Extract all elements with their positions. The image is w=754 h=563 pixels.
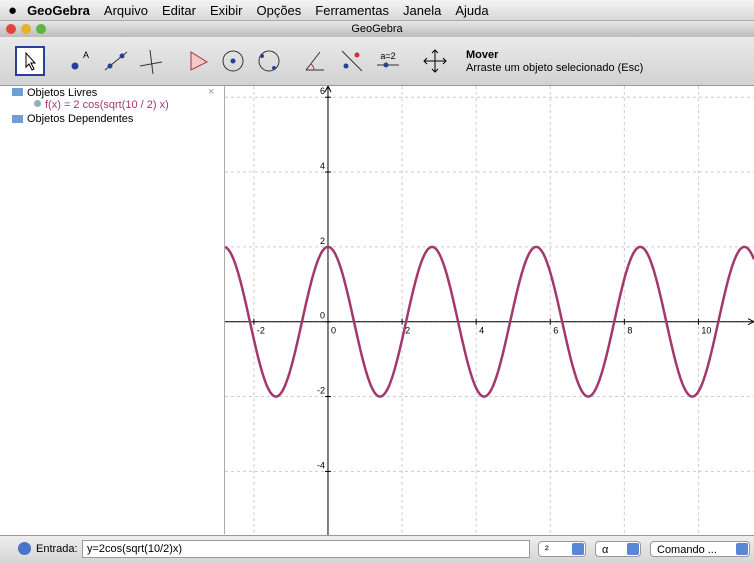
x-tick-label: 6 (553, 326, 558, 336)
close-view[interactable]: × (208, 86, 215, 98)
toolbar: A a=2 Mover Arraste um objeto selecionad… (0, 37, 754, 86)
folder-label[interactable]: Objetos Dependentes (27, 113, 134, 125)
folder-icon (12, 88, 23, 96)
menu-item[interactable]: Ajuda (455, 2, 489, 18)
menu-item[interactable]: Ferramentas (315, 2, 389, 18)
object-item[interactable]: f(x) = 2 cos(sqrt(10 / 2) x) (45, 99, 169, 111)
angle-tool[interactable] (300, 46, 330, 76)
menu-item[interactable]: Arquivo (103, 2, 148, 18)
greek-dropdown[interactable]: α (595, 541, 641, 557)
menu-item[interactable]: Opções (256, 2, 302, 18)
apple-menu[interactable]: ● (8, 1, 18, 19)
zoom-button[interactable] (36, 24, 46, 34)
x-tick-label: -2 (257, 326, 265, 336)
y-tick-label: 0 (320, 311, 325, 321)
input-field[interactable]: y=2cos(sqrt(10/2)x) (82, 540, 530, 558)
point-tool[interactable]: A (66, 46, 96, 76)
tool-name: Mover (466, 49, 499, 61)
command-dropdown[interactable]: Comando ... (650, 541, 750, 557)
menu-item[interactable]: Exibir (209, 2, 243, 18)
slider-tool[interactable]: a=2 (373, 46, 403, 76)
circle-3pt-tool[interactable] (254, 46, 284, 76)
move-tool[interactable] (15, 46, 45, 76)
menu-item[interactable]: Janela (403, 2, 442, 18)
dropdown-text: Comando ... (657, 544, 717, 556)
symbol-dropdown[interactable]: ² (538, 541, 586, 557)
app-menu[interactable]: GeoGebra (27, 2, 90, 18)
y-tick-label: 4 (320, 161, 325, 171)
circle-tool[interactable] (218, 46, 248, 76)
svg-text:A: A (83, 50, 89, 60)
axis-arrow (324, 86, 754, 326)
y-tick-label: 6 (320, 86, 325, 96)
tool-help: Arraste um objeto selecionado (Esc) (466, 62, 644, 74)
x-tick-label: 0 (331, 326, 336, 336)
input-label: Entrada: (36, 543, 78, 555)
title-bar: GeoGebra (0, 21, 754, 37)
reflect-tool[interactable] (337, 46, 367, 76)
dropdown-text: ² (545, 544, 549, 556)
y-tick-label: -4 (317, 460, 325, 470)
menu-bar: ● GeoGebra Arquivo Editar Exibir Opções Ferr… (0, 0, 754, 21)
visibility-dot[interactable] (34, 100, 41, 107)
move-view-tool[interactable] (420, 46, 450, 76)
algebra-view: × Objetos Livres f(x) = 2 cos(sqrt(10 / … (0, 86, 225, 534)
function-graph (225, 245, 754, 398)
minimize-button[interactable] (21, 24, 31, 34)
input-bar: Entrada: y=2cos(sqrt(10/2)x) ² α Comando… (0, 535, 754, 563)
line-tool[interactable] (101, 46, 131, 76)
x-tick-label: 4 (479, 326, 484, 336)
x-tick-label: 8 (627, 326, 632, 336)
menu-item[interactable]: Editar (162, 2, 196, 18)
x-tick-label: 2 (405, 326, 410, 336)
folder-label[interactable]: Objetos Livres (27, 87, 98, 99)
y-tick-label: -2 (317, 386, 325, 396)
dropdown-text: α (602, 544, 609, 556)
window-title: GeoGebra (351, 23, 403, 35)
perpendicular-tool[interactable] (136, 46, 166, 76)
folder-icon (12, 115, 23, 123)
polygon-tool[interactable] (183, 46, 213, 76)
tool-icon-text: a=2 (380, 51, 395, 61)
graphics-view[interactable]: -2 0 2 4 6 8 10 -4 -2 0 2 4 6 (225, 86, 754, 535)
x-tick-label: 10 (701, 326, 711, 336)
close-button[interactable] (6, 24, 16, 34)
y-tick-label: 2 (320, 236, 325, 246)
help-icon[interactable] (18, 542, 31, 555)
